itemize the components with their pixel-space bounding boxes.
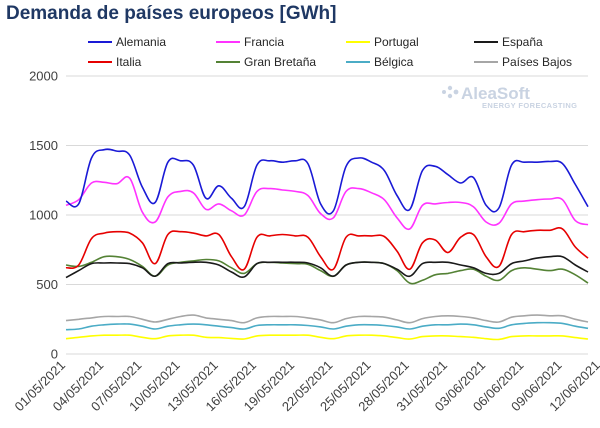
legend-label-portugal: Portugal bbox=[374, 35, 419, 49]
gridlines bbox=[66, 75, 588, 355]
series-line-alemania bbox=[65, 148, 589, 215]
logo-main-text: AleaSoft bbox=[461, 84, 530, 103]
chart-title: Demanda de países europeos [GWh] bbox=[6, 3, 337, 24]
aleasoft-logo: AleaSoft ENERGY FORECASTING bbox=[442, 84, 577, 110]
legend-label-francia: Francia bbox=[244, 35, 284, 49]
legend-label-gran-bretana: Gran Bretaña bbox=[244, 55, 316, 69]
y-axis-ticks: 0 500 1000 1500 2000 bbox=[29, 69, 58, 362]
legend-label-espana: España bbox=[502, 35, 543, 49]
legend-label-paises-bajos: Países Bajos bbox=[502, 55, 572, 69]
legend-label-italia: Italia bbox=[116, 55, 142, 69]
y-tick-label: 2000 bbox=[29, 69, 58, 84]
series-line-belgica bbox=[65, 321, 589, 331]
y-tick-label: 500 bbox=[36, 277, 58, 292]
y-tick-label: 1500 bbox=[29, 138, 58, 153]
legend: Alemania Francia Portugal España Italia Gran … bbox=[88, 35, 572, 69]
series-line-espana bbox=[65, 255, 589, 279]
logo-sub-text: ENERGY FORECASTING bbox=[482, 101, 577, 110]
x-axis-ticks: 01/05/202104/05/202107/05/202110/05/2021… bbox=[11, 358, 600, 415]
y-tick-label: 0 bbox=[51, 347, 58, 362]
y-tick-label: 1000 bbox=[29, 208, 58, 223]
series-line-italia bbox=[65, 227, 589, 271]
legend-label-alemania: Alemania bbox=[116, 35, 166, 49]
series-line-francia bbox=[65, 175, 589, 231]
series-line-portugal bbox=[65, 334, 589, 341]
legend-label-belgica: Bélgica bbox=[374, 55, 414, 69]
series-line-paises-bajos bbox=[65, 314, 589, 324]
series-lines bbox=[65, 148, 589, 341]
